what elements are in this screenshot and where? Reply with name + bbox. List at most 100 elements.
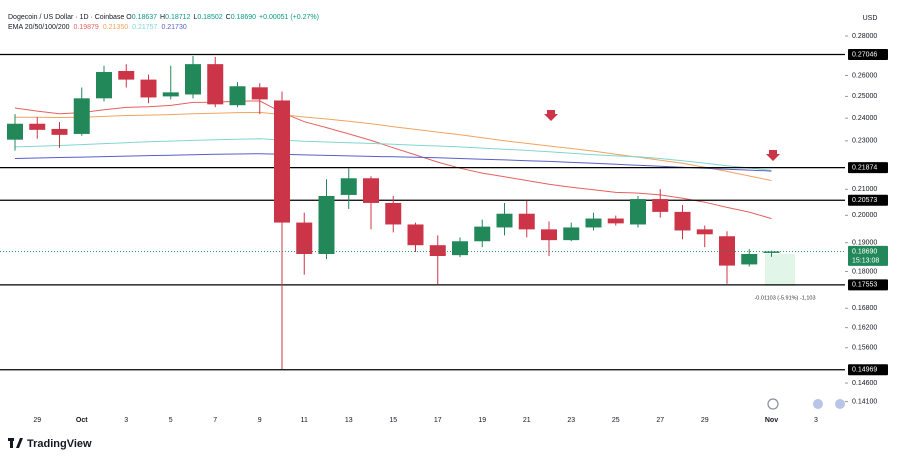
- candle-body: [207, 64, 224, 105]
- ohlc-key: L: [193, 14, 198, 21]
- ema-line: [15, 111, 772, 181]
- currency-label: USD: [863, 15, 878, 22]
- candle-body: [474, 226, 491, 242]
- candle-body: [452, 241, 468, 256]
- signal-arrow: [544, 110, 558, 121]
- symbol: Dogecoin / US Dollar · 1D · Coinbase: [8, 14, 125, 21]
- candle-body: [318, 195, 335, 255]
- signal-arrow: [766, 150, 780, 161]
- candle-body: [296, 222, 313, 255]
- y-tick-label: 0.24000: [852, 115, 877, 122]
- logo: TradingView: [8, 438, 92, 450]
- ohlc-key: O: [126, 14, 132, 21]
- ema-line: [14, 138, 772, 171]
- level-label: 0.17553: [852, 282, 877, 289]
- ohlc-row: Dogecoin / US Dollar · 1D · Coinbase O0.…: [8, 13, 322, 23]
- candle-body: [518, 213, 535, 230]
- logo-mark: [10, 438, 13, 448]
- y-tick-label: 0.14100: [852, 398, 877, 405]
- candle-body: [719, 236, 735, 266]
- ema-value: 0.21757: [132, 24, 158, 31]
- candle-body: [251, 87, 268, 100]
- x-tick-label: 7: [213, 417, 217, 424]
- candle-body: [696, 229, 713, 235]
- level-label-bg: [848, 162, 888, 174]
- ema-value: 0.19879: [73, 24, 99, 31]
- brand: TradingView: [27, 438, 92, 450]
- flag-icon[interactable]: [835, 399, 845, 409]
- y-tick-label: 0.18000: [852, 268, 877, 275]
- candle-body: [118, 71, 135, 80]
- ema-value: 0.21730: [161, 24, 187, 31]
- y-tick-label: 0.14600: [852, 380, 877, 387]
- candle-body: [607, 218, 624, 224]
- y-tick-label: 0.15600: [852, 345, 877, 352]
- y-tick-label: 0.26000: [852, 72, 877, 79]
- x-tick-label: 15: [389, 417, 397, 424]
- ema-line: [14, 153, 772, 172]
- x-tick-label: Nov: [765, 417, 778, 424]
- ohlc-value: 0.18637: [131, 14, 158, 21]
- x-tick-label: 19: [478, 417, 486, 424]
- ema-row: EMA 20/50/100/200 0.19879 0.21350 0.21757 0.…: [8, 23, 322, 33]
- price-label-bg: [848, 245, 888, 266]
- candle-body: [363, 178, 379, 203]
- level-label-bg: [848, 279, 888, 291]
- countdown: 15:13:08: [852, 257, 879, 264]
- candle-body: [630, 199, 646, 225]
- candle-body: [73, 98, 90, 134]
- x-tick-label: 9: [258, 417, 262, 424]
- x-tick-label: 25: [612, 417, 620, 424]
- ohlc-value: 0.18712: [165, 14, 191, 21]
- candle-body: [340, 178, 357, 195]
- candle-body: [541, 229, 557, 241]
- candle-body: [429, 245, 446, 257]
- level-label-bg: [848, 194, 888, 206]
- candle-body: [185, 64, 201, 95]
- level-label-bg: [848, 364, 888, 376]
- candle-body: [563, 227, 580, 241]
- logo-mark: [16, 438, 23, 448]
- y-tick-label: 0.19000: [852, 240, 877, 247]
- ohlc: O0.18637 H0.18712 L0.18502 C0.18690: [126, 14, 259, 21]
- level-label: 0.20573: [852, 197, 877, 204]
- candle-body: [140, 79, 157, 98]
- candle-body: [652, 199, 669, 212]
- replay-icon[interactable]: [767, 398, 779, 410]
- x-tick-label: 23: [567, 417, 575, 424]
- level-label-bg: [848, 48, 888, 60]
- candle-body: [51, 128, 68, 135]
- candle-body: [407, 224, 424, 246]
- y-tick-label: 0.25000: [852, 93, 877, 100]
- candle-body: [585, 218, 602, 228]
- x-tick-label: 17: [434, 417, 442, 424]
- price-label: 0.18690: [852, 248, 877, 255]
- candle-body: [385, 202, 402, 225]
- ohlc-key: H: [160, 14, 166, 21]
- y-tick-label: 0.21000: [852, 186, 877, 193]
- y-tick-label: 0.20000: [852, 212, 877, 219]
- x-tick-label: 27: [656, 417, 664, 424]
- candle-body: [674, 211, 691, 231]
- change: +0.00051 (+0.27%): [259, 14, 319, 21]
- ema-line: [14, 100, 772, 220]
- x-tick-label: 21: [523, 417, 531, 424]
- level-label: 0.27046: [852, 51, 877, 58]
- candle-body: [96, 72, 112, 99]
- ohlc-value: 0.18690: [230, 14, 257, 21]
- flag-icon[interactable]: [813, 399, 823, 409]
- y-tick-label: 0.16200: [852, 324, 877, 331]
- y-tick-label: 0.16800: [852, 305, 877, 312]
- candle-body: [29, 123, 46, 130]
- y-tick-label: 0.23000: [852, 138, 877, 145]
- x-tick-label: 3: [814, 417, 818, 424]
- candle-body: [229, 86, 246, 106]
- candle-body: [741, 254, 758, 265]
- ohlc-key: C: [225, 14, 231, 21]
- candle-body: [763, 251, 780, 253]
- level-label: 0.14969: [852, 367, 877, 374]
- measure-label: -0.01103 (-5.91%) -1,103: [754, 295, 815, 301]
- x-tick-label: 5: [169, 417, 173, 424]
